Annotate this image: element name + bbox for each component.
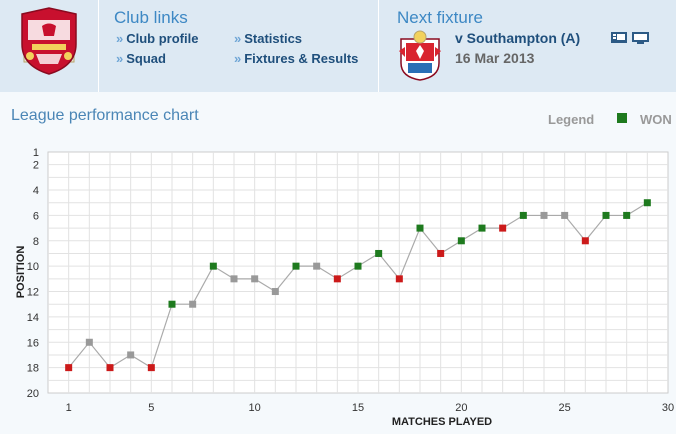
data-point: [457, 237, 465, 245]
data-point: [209, 262, 217, 270]
legend-label: Legend: [548, 112, 595, 127]
club-profile-label: Club profile: [126, 31, 199, 46]
data-point: [395, 275, 403, 283]
double-chevron-icon: »: [234, 31, 242, 46]
header-divider: [98, 0, 99, 92]
y-tick-label: 16: [27, 337, 39, 349]
double-chevron-icon: »: [234, 51, 242, 66]
opponent-crest-icon: [399, 30, 441, 81]
data-point: [168, 300, 176, 308]
y-tick-label: 14: [27, 312, 39, 324]
legend-won-swatch: [617, 113, 627, 123]
statistics-label: Statistics: [244, 31, 303, 46]
x-tick-label: 5: [148, 402, 154, 414]
chart-title: League performance chart: [11, 107, 199, 124]
double-chevron-icon: »: [116, 31, 124, 46]
data-point: [230, 275, 238, 283]
fixtures-results-label: Fixtures & Results: [244, 51, 359, 66]
y-tick-label: 18: [27, 363, 39, 375]
data-point: [251, 275, 259, 283]
data-point: [189, 300, 197, 308]
x-tick-label: 15: [352, 402, 364, 414]
data-point: [354, 262, 362, 270]
y-tick-label: 6: [33, 210, 39, 222]
x-tick-label: 30: [662, 402, 674, 414]
header-divider: [378, 0, 379, 92]
data-point: [65, 364, 73, 372]
squad-label: Squad: [126, 51, 166, 66]
fixture-media-icons: [611, 32, 649, 44]
data-point: [333, 275, 341, 283]
data-point: [643, 199, 651, 207]
club-profile-link[interactable]: » Club profile: [116, 31, 198, 46]
double-chevron-icon: »: [116, 51, 124, 66]
y-tick-label: 12: [27, 287, 39, 299]
legend-won-label: WON: [640, 112, 672, 127]
data-point: [519, 211, 527, 219]
x-tick-label: 1: [66, 402, 72, 414]
x-tick-label: 20: [455, 402, 467, 414]
y-tick-label: 4: [33, 185, 39, 197]
y-tick-label: 2: [33, 160, 39, 172]
club-links-title: Club links: [114, 8, 188, 27]
statistics-link[interactable]: » Statistics: [234, 31, 302, 46]
data-point: [292, 262, 300, 270]
next-fixture-title: Next fixture: [397, 8, 483, 27]
data-point: [540, 211, 548, 219]
fixture-date: 16 Mar 2013: [455, 50, 535, 66]
x-axis-label: MATCHES PLAYED: [392, 416, 492, 428]
squad-link[interactable]: » Squad: [116, 51, 166, 66]
tv-icon[interactable]: [611, 32, 627, 43]
data-point: [561, 211, 569, 219]
data-point: [623, 211, 631, 219]
y-tick-label: 1: [33, 147, 39, 159]
y-axis-label: POSITION: [15, 246, 27, 299]
data-point: [85, 338, 93, 346]
data-point: [478, 224, 486, 232]
data-point: [499, 224, 507, 232]
data-point: [147, 364, 155, 372]
data-point: [416, 224, 424, 232]
monitor-icon[interactable]: [632, 32, 649, 44]
data-point: [375, 249, 383, 257]
data-point: [437, 249, 445, 257]
club-crest-icon[interactable]: [18, 6, 80, 76]
x-tick-label: 25: [559, 402, 571, 414]
data-point: [106, 364, 114, 372]
data-point: [271, 288, 279, 296]
y-tick-label: 20: [27, 388, 39, 400]
x-tick-label: 10: [249, 402, 261, 414]
header-panel: [0, 0, 676, 92]
data-point: [602, 211, 610, 219]
data-point: [127, 351, 135, 359]
fixture-opponent[interactable]: v Southampton (A): [455, 30, 581, 46]
y-tick-label: 8: [33, 236, 39, 248]
y-tick-label: 10: [27, 261, 39, 273]
fixtures-results-link[interactable]: » Fixtures & Results: [234, 51, 358, 66]
data-point: [581, 237, 589, 245]
data-point: [313, 262, 321, 270]
